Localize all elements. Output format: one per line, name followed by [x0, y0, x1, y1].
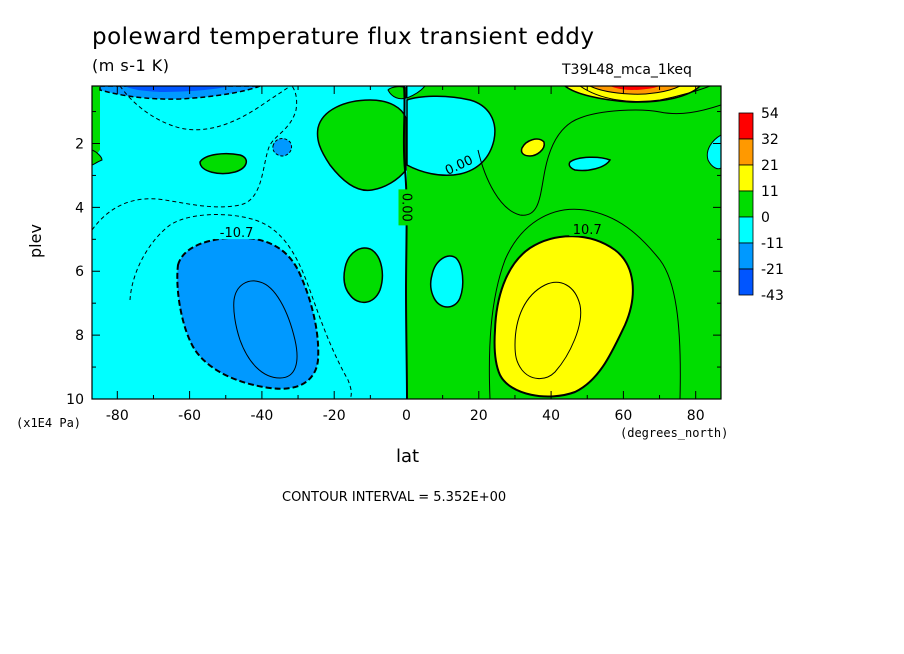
contour-label-text: -10.7: [220, 226, 254, 241]
fill-cyan-blob-right-small: [568, 156, 612, 172]
legend-swatch: [738, 190, 754, 218]
x-tick-label: -40: [250, 408, 273, 424]
x-tick-label: 20: [470, 408, 488, 424]
fill-blue-spot-left: [272, 138, 293, 157]
contour-label: 0.00: [398, 189, 415, 226]
fill-upper-right-orange-cap: [589, 86, 681, 95]
contour-label-bg: [398, 189, 415, 226]
contour-line-pos-inner: [514, 281, 582, 379]
axes: -80 -60 -40 -20 0 20 40 60 80 2 4 6 8 10: [66, 86, 721, 424]
fill-green-blob-left-upper: [199, 152, 247, 175]
contour-line-neg-outer-3: [119, 86, 291, 131]
fill-top-left-cyan-strip: [92, 86, 100, 160]
run-label: T39L48_mca_1keq: [562, 62, 692, 78]
fill-yellow-spot-right: [520, 138, 545, 157]
color-legend: 54 32 21 11 0 -11 -21 -43: [738, 106, 784, 304]
y-tick-label: 6: [75, 264, 84, 280]
x-tick-label: 0: [402, 408, 411, 424]
y-tick-label: 10: [66, 392, 84, 408]
fill-cyan-blob-right-mid: [429, 255, 464, 308]
chart-title: poleward temperature flux transient eddy: [92, 24, 595, 50]
contour-label-bg: [214, 226, 259, 240]
fill-left-edge-green-spot: [92, 149, 103, 166]
legend-level-label: 11: [761, 184, 779, 200]
contour-label: -10.7: [214, 226, 259, 241]
fill-yellow-region-north: [493, 235, 634, 398]
x-tick-label: 80: [687, 408, 705, 424]
plot-area: [92, 86, 721, 399]
y-axis-unit: (x1E4 Pa): [16, 416, 82, 430]
x-axis-unit: (degrees_north): [620, 426, 729, 440]
legend-level-label: 0: [761, 210, 770, 226]
fill-upper-left-deep-blue: [125, 86, 230, 92]
legend-level-label: 32: [761, 132, 779, 148]
x-axis-label: lat: [396, 446, 420, 467]
legend-swatch: [738, 268, 754, 296]
fill-blue-region-south: [176, 236, 320, 390]
legend-level-label: 21: [761, 158, 779, 174]
legend-level-label: -43: [761, 288, 784, 304]
zero-contour-equator: [402, 86, 408, 399]
fill-upper-right-red-cap: [610, 86, 660, 90]
x-tick-label: 60: [614, 408, 632, 424]
contour-line-pos-top: [579, 86, 711, 102]
fill-green-blob-center-upper: [316, 99, 407, 192]
legend-swatch: [738, 112, 754, 140]
x-tick-label: 40: [542, 408, 560, 424]
y-tick-label: 2: [75, 136, 84, 152]
fill-cyan-blob-right-upper: [406, 95, 496, 177]
y-tick-label: 8: [75, 328, 84, 344]
x-tick-label: -60: [178, 408, 201, 424]
legend-swatch: [738, 164, 754, 192]
x-tick-label: -80: [106, 408, 129, 424]
legend-swatch: [738, 242, 754, 270]
chart-units: (m s-1 K): [92, 56, 170, 75]
legend-level-label: -21: [761, 262, 784, 278]
legend-swatch: [738, 138, 754, 166]
contour-label-text: 0.00: [399, 193, 414, 222]
fill-green-blob-center-mid: [343, 247, 384, 303]
contour-interval-text: CONTOUR INTERVAL = 5.352E+00: [282, 490, 507, 505]
y-tick-label: 4: [75, 200, 84, 216]
contour-label: 10.7: [569, 222, 606, 238]
contour-line-neg-outer-2: [129, 214, 352, 399]
legend-level-label: -11: [761, 236, 784, 252]
contour-line-neg-inner: [233, 280, 298, 379]
x-tick-label: -20: [323, 408, 346, 424]
contour-label-text: 10.7: [573, 223, 602, 238]
contour-line-neg-outer: [92, 86, 298, 231]
legend-swatch: [738, 216, 754, 244]
contour-label-bg: [569, 222, 606, 236]
contour-line-pos-outer-2: [477, 104, 721, 216]
legend-level-label: 54: [761, 106, 779, 122]
contour-line-pos-outer: [488, 208, 681, 399]
